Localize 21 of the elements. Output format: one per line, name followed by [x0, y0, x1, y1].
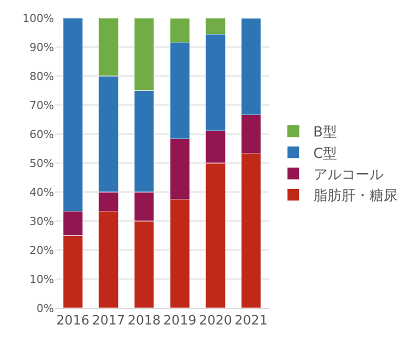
y-tick-label: 20%	[30, 244, 54, 257]
y-tick-label: 0%	[36, 302, 54, 315]
legend-label: C型	[313, 146, 338, 162]
y-tick-label: 50%	[30, 156, 54, 170]
y-tick-label: 10%	[30, 272, 54, 286]
y-tick-label: 60%	[30, 128, 54, 141]
x-tick-label: 2016	[56, 314, 90, 329]
x-tick-label: 2018	[128, 314, 161, 329]
y-tick-label: 80%	[30, 70, 54, 83]
x-tick-label: 2021	[234, 314, 268, 329]
y-tick-label: 90%	[30, 40, 54, 54]
y-tick-label: 100%	[22, 12, 54, 25]
y-tick-label: 70%	[30, 98, 54, 112]
legend-label: アルコール	[313, 166, 384, 183]
y-tick-label: 30%	[30, 214, 54, 228]
legend-label: B型	[313, 124, 337, 141]
y-tick-label: 40%	[30, 186, 54, 199]
x-tick-label: 2019	[163, 314, 196, 329]
x-tick-label: 2017	[92, 314, 126, 329]
legend-label: 脂肪肝・糖尿	[313, 188, 398, 204]
x-tick-label: 2020	[198, 314, 232, 329]
